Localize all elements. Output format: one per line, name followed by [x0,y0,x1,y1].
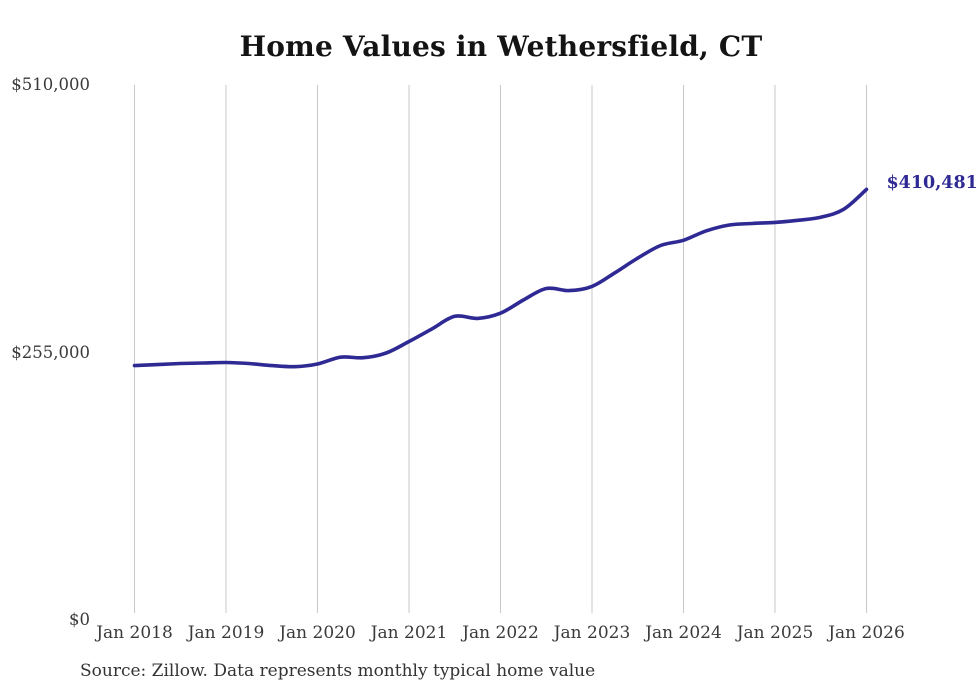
chart-title: Home Values in Wethersfield, CT [239,30,763,63]
source-note: Source: Zillow. Data represents monthly … [80,661,596,681]
y-tick--510-000: $510,000 [11,75,90,94]
x-tick-jan-2018: Jan 2018 [96,623,173,643]
y-tick--0: $0 [69,610,90,629]
y-tick--255-000: $255,000 [11,342,90,362]
latest-value-label: $410,481 [886,173,978,194]
x-tick-jan-2023: Jan 2023 [553,623,631,643]
x-tick-jan-2020: Jan 2020 [279,623,356,643]
x-tick-jan-2025: Jan 2025 [736,623,814,643]
x-tick-jan-2019: Jan 2019 [187,623,265,643]
x-tick-jan-2024: Jan 2024 [645,623,722,643]
home-value-line [132,187,869,369]
x-tick-jan-2026: Jan 2026 [828,623,905,643]
x-tick-jan-2021: Jan 2021 [370,623,448,643]
x-tick-jan-2022: Jan 2022 [462,623,539,643]
